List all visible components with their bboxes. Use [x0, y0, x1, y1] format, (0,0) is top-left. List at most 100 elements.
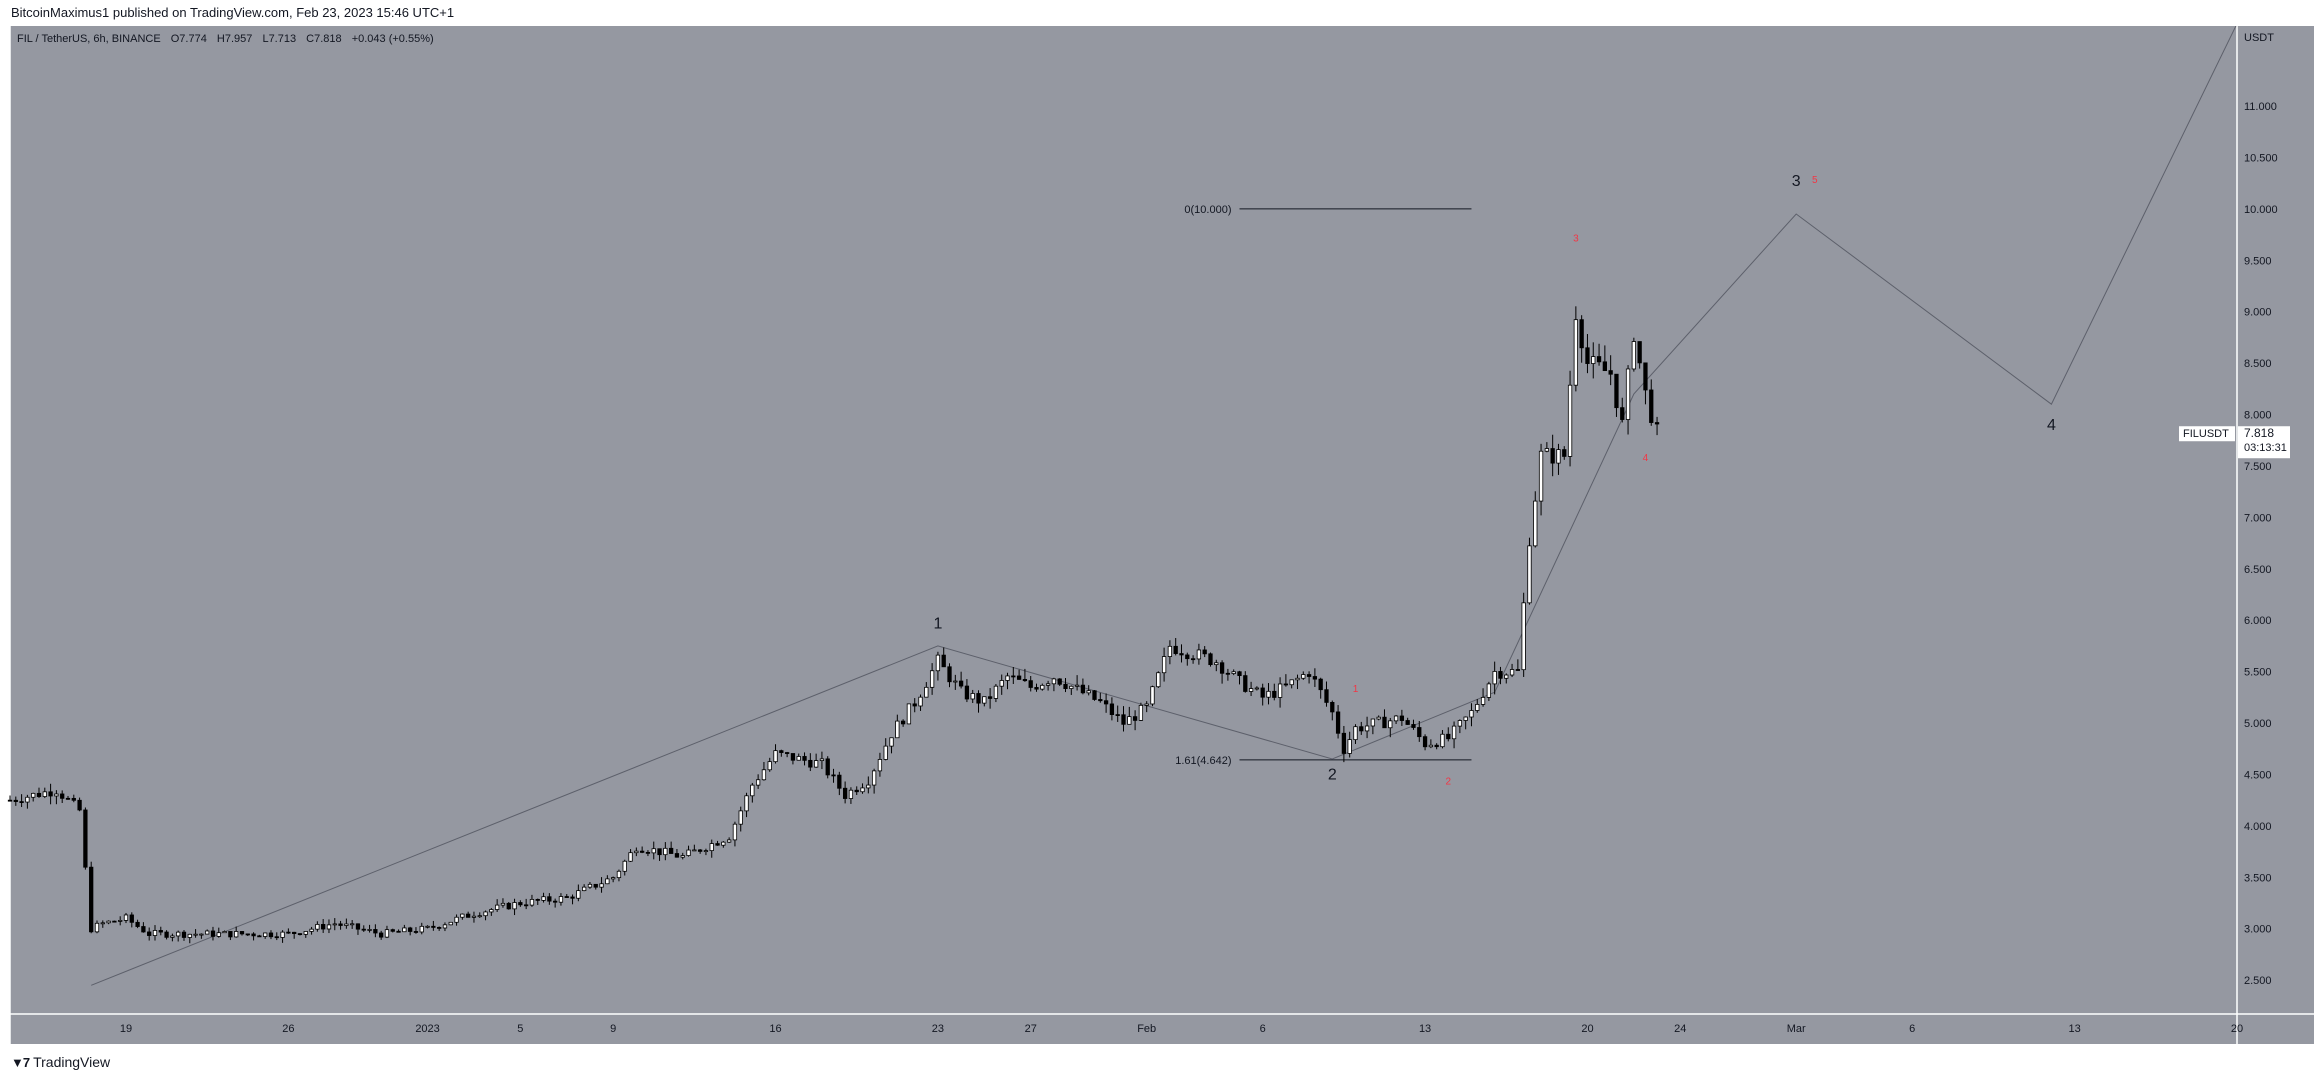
- candle-body: [100, 922, 105, 925]
- candle-body: [958, 680, 964, 687]
- candle-body: [1005, 675, 1010, 681]
- candle-body: [1521, 602, 1526, 671]
- candle-body: [1585, 347, 1590, 364]
- candle-body: [164, 931, 169, 938]
- candle-body: [674, 853, 680, 858]
- price-scale-background[interactable]: [2237, 26, 2314, 1044]
- candle-body: [680, 855, 685, 858]
- candle-body: [1179, 653, 1184, 656]
- candle-body: [147, 931, 152, 936]
- candle-body: [1475, 703, 1480, 711]
- candle-body: [813, 760, 819, 768]
- candle-body: [842, 787, 848, 799]
- candle-body: [1277, 683, 1283, 698]
- candle-body: [709, 843, 714, 852]
- candle-body: [564, 896, 569, 898]
- fib-level-label: 1.61(4.642): [1175, 755, 1231, 767]
- open-label: O: [171, 33, 180, 45]
- candle-body: [170, 935, 175, 938]
- x-tick-label: 26: [282, 1023, 294, 1035]
- candle-body: [622, 860, 627, 872]
- candle-body: [848, 789, 854, 799]
- projection-line: [91, 26, 2237, 986]
- last-price-marker[interactable]: FILUSDT 7.818 03:13:31: [2179, 426, 2290, 459]
- candle-body: [292, 931, 297, 935]
- candle-body: [1266, 690, 1271, 698]
- candle-body: [825, 758, 830, 776]
- sub-wave-label: 2: [1445, 777, 1451, 788]
- close-value: 7.818: [314, 33, 342, 45]
- close-label: C: [306, 33, 314, 45]
- candle-body: [1388, 720, 1393, 729]
- candle-body: [1272, 690, 1277, 698]
- candle-body: [1359, 726, 1364, 732]
- candle-body: [640, 850, 645, 853]
- symbol-legend[interactable]: FIL / TetherUS, 6h, BINANCE O7.774 H7.95…: [17, 33, 434, 45]
- candle-body: [158, 930, 163, 933]
- candle-body: [866, 784, 871, 789]
- candle-body: [332, 923, 337, 926]
- candle-body: [1156, 672, 1161, 688]
- candle-body: [947, 666, 952, 683]
- candle-body: [1330, 702, 1335, 713]
- currency-label: USDT: [2244, 32, 2274, 44]
- y-tick-label: 7.500: [2244, 461, 2272, 473]
- candle-body: [31, 792, 36, 798]
- bar-countdown: 03:13:31: [2244, 442, 2287, 454]
- candle-body: [1596, 356, 1602, 363]
- candle-body: [924, 686, 929, 698]
- candle-body: [384, 929, 390, 938]
- candle-body: [477, 915, 482, 918]
- candle-body: [36, 792, 42, 797]
- tv-logo-icon: ▼7: [11, 1054, 30, 1070]
- candle-body: [692, 849, 697, 852]
- sub-wave-label: 4: [1643, 453, 1649, 464]
- fib-levels[interactable]: 0(10.000) 1.61(4.642): [1175, 204, 1472, 767]
- publish-header: BitcoinMaximus1 published on TradingView…: [0, 0, 2314, 26]
- sub-wave-label: 3: [1573, 234, 1579, 245]
- candle-body: [1121, 714, 1126, 725]
- candle-body: [65, 797, 71, 800]
- candle-body: [616, 870, 622, 879]
- candle-body: [1579, 319, 1584, 349]
- candle-body: [605, 878, 610, 885]
- candle-body: [1544, 448, 1550, 452]
- candle-body: [54, 793, 59, 797]
- candle-body: [489, 909, 494, 913]
- candle-body: [13, 799, 18, 802]
- candle-body: [1138, 704, 1144, 721]
- candle-body: [970, 693, 975, 700]
- candle-body: [42, 791, 47, 797]
- candle-body: [1045, 683, 1051, 686]
- candle-body: [268, 932, 274, 938]
- candle-body: [367, 929, 372, 931]
- high-value: 7.957: [225, 33, 253, 45]
- tradingview-logo[interactable]: ▼7 TradingView: [11, 1054, 110, 1070]
- candle-body: [1185, 654, 1190, 660]
- y-tick-label: 10.000: [2244, 204, 2278, 216]
- x-tick-label: 19: [120, 1023, 132, 1035]
- candle-body: [518, 902, 523, 906]
- candle-body: [663, 847, 668, 856]
- candle-body: [390, 929, 395, 932]
- candle-body: [558, 896, 564, 903]
- candle-body: [1127, 716, 1132, 725]
- candle-body: [721, 841, 726, 846]
- candle-body: [529, 898, 535, 906]
- candle-body: [784, 752, 790, 754]
- candle-body: [524, 904, 529, 907]
- candle-body: [547, 896, 552, 902]
- y-tick-label: 3.500: [2244, 872, 2272, 884]
- candle-body: [152, 930, 158, 936]
- candle-body: [1069, 685, 1074, 689]
- candle-body: [1109, 703, 1115, 715]
- candle-body: [1190, 658, 1196, 661]
- candle-body: [454, 916, 459, 923]
- candle-body: [912, 703, 917, 707]
- candle-body: [1318, 678, 1323, 691]
- candle-body: [883, 745, 888, 760]
- projection-path[interactable]: [91, 26, 2237, 986]
- time-scale-background[interactable]: [10, 1014, 2237, 1044]
- candle-body: [1451, 725, 1457, 740]
